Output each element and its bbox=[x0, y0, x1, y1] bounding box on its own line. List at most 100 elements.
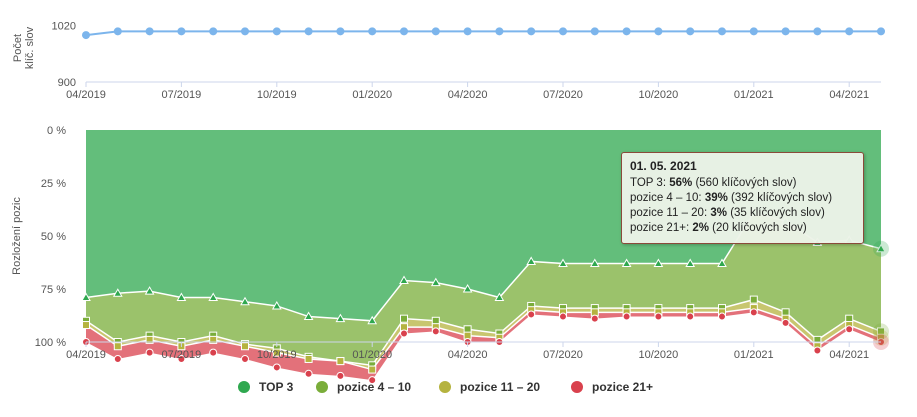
top-point-15 bbox=[559, 27, 567, 36]
top-x-tick-label-7: 01/2021 bbox=[734, 89, 774, 101]
area-marker-1-14 bbox=[526, 256, 537, 265]
top-point-10 bbox=[400, 27, 408, 36]
legend-item-top3[interactable]: TOP 3 bbox=[238, 380, 293, 394]
top-x-tick-label-4: 04/2020 bbox=[448, 89, 488, 101]
area-marker-1-17 bbox=[621, 258, 632, 268]
area-marker-2-10 bbox=[400, 314, 408, 323]
top-y-tick-label-0: 900 bbox=[58, 77, 76, 89]
top-point-19 bbox=[686, 27, 695, 36]
area-marker-3-8 bbox=[336, 357, 345, 366]
area-marker-1-25 bbox=[876, 243, 886, 253]
area-marker-3-1 bbox=[113, 342, 122, 351]
top-point-9 bbox=[368, 27, 377, 36]
area-hover-halo-0 bbox=[873, 240, 889, 257]
legend-dot-4-10 bbox=[316, 381, 328, 393]
top-point-6 bbox=[272, 27, 281, 36]
top-point-8 bbox=[336, 27, 345, 36]
top-point-25 bbox=[877, 27, 885, 36]
area-marker-1-5 bbox=[240, 296, 250, 306]
area-y-tick-label-0: 0 % bbox=[47, 125, 66, 137]
top-x-tick-label-3: 01/2020 bbox=[352, 89, 392, 101]
area-marker-4-6 bbox=[272, 363, 281, 372]
area-marker-1-0 bbox=[81, 292, 91, 301]
area-marker-4-7 bbox=[304, 369, 313, 378]
area-marker-4-4 bbox=[209, 348, 218, 357]
legend-item-4-10[interactable]: pozice 4 – 10 bbox=[316, 380, 411, 394]
area-marker-1-15 bbox=[558, 258, 568, 268]
top-y-axis-title-line-2: klíč. slov bbox=[24, 26, 36, 69]
area-marker-4-1 bbox=[113, 354, 122, 363]
top-point-17 bbox=[622, 27, 631, 36]
area-y-tick-label-1: 25 % bbox=[41, 178, 66, 190]
area-marker-4-8 bbox=[336, 371, 345, 380]
area-marker-4-11 bbox=[431, 327, 440, 336]
tooltip-row-top3: TOP 3: 56% (560 klíčových slov) bbox=[630, 177, 797, 189]
area-band-1 bbox=[86, 212, 881, 366]
area-marker-4-5 bbox=[241, 354, 249, 363]
legend-dot-11-20 bbox=[439, 381, 451, 393]
area-x-tick-label-4: 04/2020 bbox=[448, 349, 488, 361]
area-marker-4-23 bbox=[813, 346, 822, 355]
area-marker-1-13 bbox=[494, 292, 505, 301]
area-hover-halo-1 bbox=[873, 323, 889, 340]
area-y-tick-label-4: 100 % bbox=[35, 337, 66, 349]
area-marker-1-6 bbox=[271, 300, 282, 310]
top-point-24 bbox=[845, 27, 854, 36]
area-x-tick-label-5: 07/2020 bbox=[543, 349, 583, 361]
top-point-21 bbox=[749, 27, 758, 36]
area-marker-2-21 bbox=[749, 295, 758, 304]
area-marker-4-14 bbox=[527, 310, 536, 319]
area-marker-1-7 bbox=[303, 311, 314, 321]
area-marker-3-0 bbox=[82, 321, 90, 330]
tooltip-date: 01. 05. 2021 bbox=[630, 159, 697, 173]
area-marker-4-20 bbox=[718, 312, 726, 321]
area-marker-1-9 bbox=[367, 315, 378, 325]
legend-item-11-20[interactable]: pozice 11 – 20 bbox=[439, 380, 540, 394]
tooltip: 01. 05. 2021 TOP 3: 56% (560 klíčových s… bbox=[621, 152, 864, 244]
area-marker-1-11 bbox=[430, 277, 441, 287]
area-marker-4-19 bbox=[686, 312, 695, 321]
legend-dot-21-plus bbox=[571, 381, 583, 393]
top-point-23 bbox=[813, 27, 822, 36]
area-marker-4-21 bbox=[749, 308, 758, 317]
top-point-2 bbox=[145, 27, 154, 36]
area-marker-4-24 bbox=[845, 325, 854, 334]
tooltip-row-11-20: pozice 11 – 20: 3% (35 klíčových slov) bbox=[630, 207, 825, 219]
area-x-tick-label-3: 01/2020 bbox=[352, 349, 392, 361]
area-x-tick-label-0: 04/2019 bbox=[66, 349, 106, 361]
area-marker-1-8 bbox=[335, 313, 346, 323]
area-x-tick-label-6: 10/2020 bbox=[639, 349, 679, 361]
area-marker-1-3 bbox=[176, 292, 187, 301]
top-x-tick-label-8: 04/2021 bbox=[829, 89, 869, 101]
keyword-count-chart: 900 1020 04/2019 07/2019 10/2019 01/2020 04/20… bbox=[12, 21, 885, 101]
top-point-3 bbox=[177, 27, 186, 36]
top-y-axis-title: Početklíč. slov bbox=[12, 26, 36, 69]
area-marker-4-2 bbox=[145, 348, 154, 357]
area-x-tick-label-7: 01/2021 bbox=[734, 349, 774, 361]
area-marker-1-18 bbox=[653, 258, 664, 268]
area-marker-1-20 bbox=[717, 258, 727, 268]
legend: TOP 3 pozice 4 – 10 pozice 11 – 20 pozic… bbox=[0, 380, 917, 400]
area-boundary-line-3 bbox=[85, 307, 882, 371]
area-marker-4-15 bbox=[559, 312, 567, 321]
top-point-0 bbox=[82, 31, 90, 40]
area-marker-4-17 bbox=[622, 312, 631, 321]
area-y-tick-label-2: 50 % bbox=[41, 231, 66, 243]
top-point-14 bbox=[527, 27, 536, 36]
area-marker-1-1 bbox=[112, 288, 123, 297]
area-marker-4-22 bbox=[781, 318, 790, 327]
area-marker-3-7 bbox=[304, 354, 313, 363]
area-marker-3-9 bbox=[368, 365, 377, 374]
legend-item-21-plus[interactable]: pozice 21+ bbox=[571, 380, 653, 394]
top-point-20 bbox=[718, 27, 726, 36]
area-marker-1-16 bbox=[589, 258, 600, 268]
area-marker-4-3 bbox=[177, 354, 186, 363]
top-point-16 bbox=[590, 27, 599, 36]
top-point-12 bbox=[463, 27, 472, 36]
area-band-2 bbox=[86, 299, 881, 370]
area-marker-3-6 bbox=[272, 348, 281, 357]
tooltip-row-4-10: pozice 4 – 10: 39% (392 klíčových slov) bbox=[630, 192, 833, 204]
area-marker-3-4 bbox=[209, 335, 218, 344]
area-band-3 bbox=[86, 308, 881, 381]
